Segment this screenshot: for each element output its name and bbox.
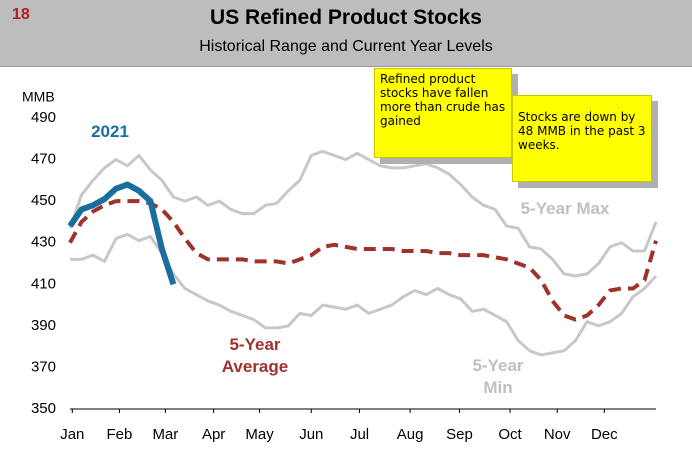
x-tick-label: Feb bbox=[106, 426, 132, 443]
x-tick-label: Jul bbox=[350, 426, 369, 443]
x-tick-label: Jan bbox=[60, 426, 84, 443]
y-tick-label: 370 bbox=[31, 358, 56, 375]
series-line bbox=[70, 232, 658, 357]
x-tick-label: Sep bbox=[446, 426, 473, 443]
y-tick-label: 390 bbox=[31, 317, 56, 334]
y-axis-label: MMB bbox=[22, 89, 55, 105]
x-tick-label: Nov bbox=[544, 426, 571, 443]
x-tick-label: Dec bbox=[591, 426, 618, 443]
x-tick-label: Mar bbox=[152, 426, 178, 443]
x-tick-label: May bbox=[245, 426, 274, 443]
y-tick-label: 350 bbox=[31, 400, 56, 417]
annotation: Refined product stocks have fallen more … bbox=[374, 68, 512, 158]
header bbox=[0, 0, 692, 67]
series-label: 5-Year Max bbox=[520, 199, 610, 218]
chart-title: US Refined Product Stocks bbox=[210, 6, 482, 29]
x-tick-label: Aug bbox=[397, 426, 424, 443]
series-line bbox=[67, 181, 177, 286]
series-label: 5-Year Average bbox=[221, 335, 289, 376]
series-line bbox=[68, 199, 658, 322]
x-tick-label: Apr bbox=[202, 426, 225, 443]
chart-subtitle: Historical Range and Current Year Levels bbox=[199, 38, 493, 55]
x-tick-label: Jun bbox=[299, 426, 323, 443]
page-number: 18 bbox=[12, 6, 30, 23]
series-label: 2021 bbox=[91, 122, 129, 141]
series-line bbox=[68, 149, 658, 278]
y-tick-label: 410 bbox=[31, 275, 56, 292]
y-tick-label: 450 bbox=[31, 192, 56, 209]
annotation: Stocks are down by 48 MMB in the past 3 … bbox=[512, 95, 652, 182]
series-label: 5-Year Min bbox=[472, 356, 524, 397]
y-tick-label: 470 bbox=[31, 151, 56, 168]
y-tick-label: 430 bbox=[31, 234, 56, 251]
y-tick-label: 490 bbox=[31, 109, 56, 126]
x-tick-label: Oct bbox=[498, 426, 522, 443]
